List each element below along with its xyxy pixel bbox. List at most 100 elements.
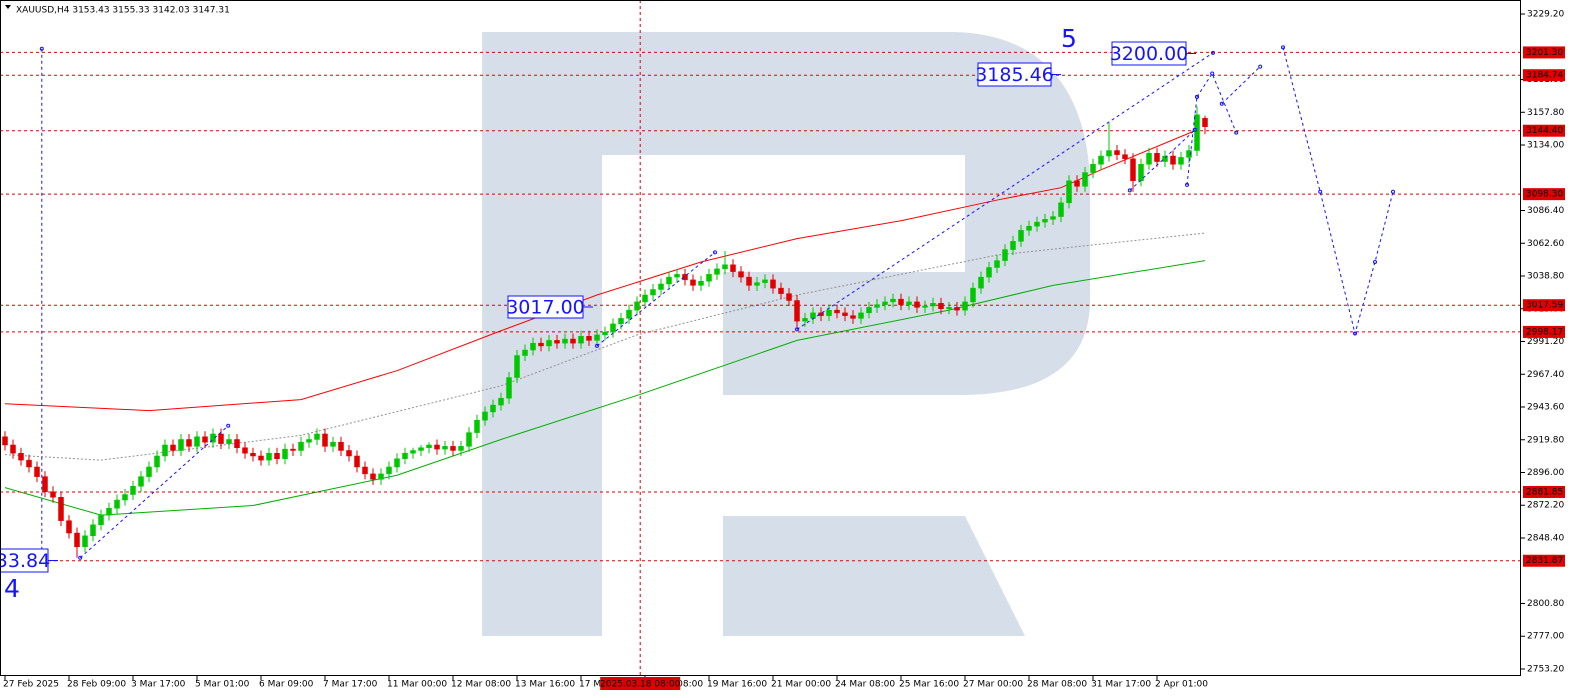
wave-point — [795, 327, 799, 332]
plot-frame — [0, 0, 1521, 676]
x-tick-label: 2 Apr 01:00 — [1155, 680, 1208, 690]
candle-body — [970, 287, 976, 303]
wave-line — [1129, 129, 1196, 191]
candle-body — [90, 524, 96, 537]
level-label-bg — [1523, 46, 1565, 59]
x-tick-label: 5 Mar 01:00 — [195, 680, 250, 690]
candle-body — [274, 452, 280, 459]
x-tick-label: 3 Mar 17:00 — [131, 680, 186, 690]
crosshair-label: 2025.03.18 08:00 — [600, 680, 681, 690]
candle-body — [834, 309, 840, 314]
level-label: 2881.85 — [1526, 487, 1563, 497]
candle-body — [994, 260, 1000, 268]
x-tick-label: 27 Feb 2025 — [3, 680, 59, 690]
menu-arrow — [5, 5, 11, 9]
annotation-label: 3185.46 — [975, 64, 1054, 86]
candle-body — [314, 433, 320, 440]
wave-point — [1391, 189, 1395, 194]
candle-body — [154, 455, 160, 468]
candle-body — [130, 486, 136, 495]
wave-number: 4 — [4, 574, 20, 603]
candle-body — [1138, 164, 1144, 182]
candle-body — [634, 301, 640, 311]
level-label-bg — [1523, 188, 1565, 201]
candle-body — [578, 336, 584, 344]
candle-body — [306, 439, 312, 443]
y-tick-label: 2800.80 — [1527, 599, 1564, 609]
candle-body — [690, 279, 696, 286]
candle-body — [474, 419, 480, 433]
candle-body — [242, 447, 248, 454]
candle-body — [258, 455, 264, 461]
candle-body — [1114, 150, 1120, 155]
candle-body — [458, 446, 464, 451]
candle-body — [1026, 225, 1032, 231]
wave-point — [1127, 188, 1132, 193]
candle-body — [26, 459, 32, 468]
candle-body — [1202, 118, 1208, 127]
candle-body — [1010, 241, 1016, 250]
wave-point — [226, 423, 231, 428]
y-tick-label: 2991.20 — [1527, 337, 1564, 347]
wave-point — [39, 46, 44, 51]
candle-body — [706, 274, 712, 282]
candle-body — [850, 315, 856, 319]
level-label: 2998.17 — [1526, 327, 1563, 337]
candle-body — [666, 276, 672, 285]
y-tick-label: 2872.20 — [1527, 501, 1564, 511]
candle-body — [186, 439, 192, 447]
crosshair-label-bg — [600, 677, 681, 690]
candle-body — [722, 264, 728, 270]
candle-body — [794, 300, 800, 322]
candle-body — [930, 303, 936, 307]
wave-point — [1258, 64, 1263, 69]
chart-title: XAUUSD,H4 3153.43 3155.33 3142.03 3147.3… — [16, 6, 230, 16]
wave-point — [1219, 101, 1224, 106]
y-tick-label: 2919.80 — [1527, 435, 1564, 445]
candle-body — [1098, 155, 1104, 165]
candle-body — [1074, 180, 1080, 187]
candle-body — [1082, 172, 1088, 187]
candle-body — [954, 307, 960, 311]
candle-body — [394, 458, 400, 468]
candle-body — [514, 355, 520, 378]
candle-body — [1042, 219, 1048, 223]
candle-body — [714, 268, 720, 275]
level-label: 3098.30 — [1526, 190, 1563, 200]
candle-body — [418, 447, 424, 451]
candle-body — [922, 305, 928, 308]
y-tick-label: 3062.60 — [1527, 239, 1564, 249]
candle-body — [978, 276, 984, 289]
moving-average — [4, 129, 1198, 412]
wave-point — [1210, 71, 1215, 76]
level-label-bg — [1523, 325, 1565, 338]
candle-body — [466, 432, 472, 447]
candle-body — [754, 282, 760, 286]
candle-body — [786, 293, 792, 301]
candle-body — [410, 450, 416, 454]
level-label-bg — [1523, 485, 1565, 498]
candle-body — [370, 473, 376, 480]
x-tick-label: 13 Mar 16:00 — [515, 680, 575, 690]
level-label: 3144.40 — [1526, 126, 1563, 136]
candle-body — [1186, 150, 1192, 158]
candle-body — [194, 436, 200, 447]
y-tick-label: 3157.80 — [1527, 108, 1564, 118]
level-label: 3017.59 — [1526, 301, 1563, 311]
annotation-label: 3200.00 — [1110, 43, 1189, 65]
wave-point — [1373, 259, 1377, 264]
wave-point — [1211, 50, 1215, 55]
candle-body — [66, 520, 72, 534]
candle-body — [322, 433, 328, 447]
wave-point — [1318, 189, 1323, 194]
candle-body — [298, 441, 304, 451]
candle-body — [906, 301, 912, 305]
wave-line — [796, 52, 1214, 330]
candle-body — [346, 450, 352, 457]
candle-body — [2, 436, 8, 446]
candle-body — [914, 301, 920, 308]
wave-number: 5 — [1061, 24, 1077, 53]
level-label: 3201.30 — [1526, 48, 1563, 58]
